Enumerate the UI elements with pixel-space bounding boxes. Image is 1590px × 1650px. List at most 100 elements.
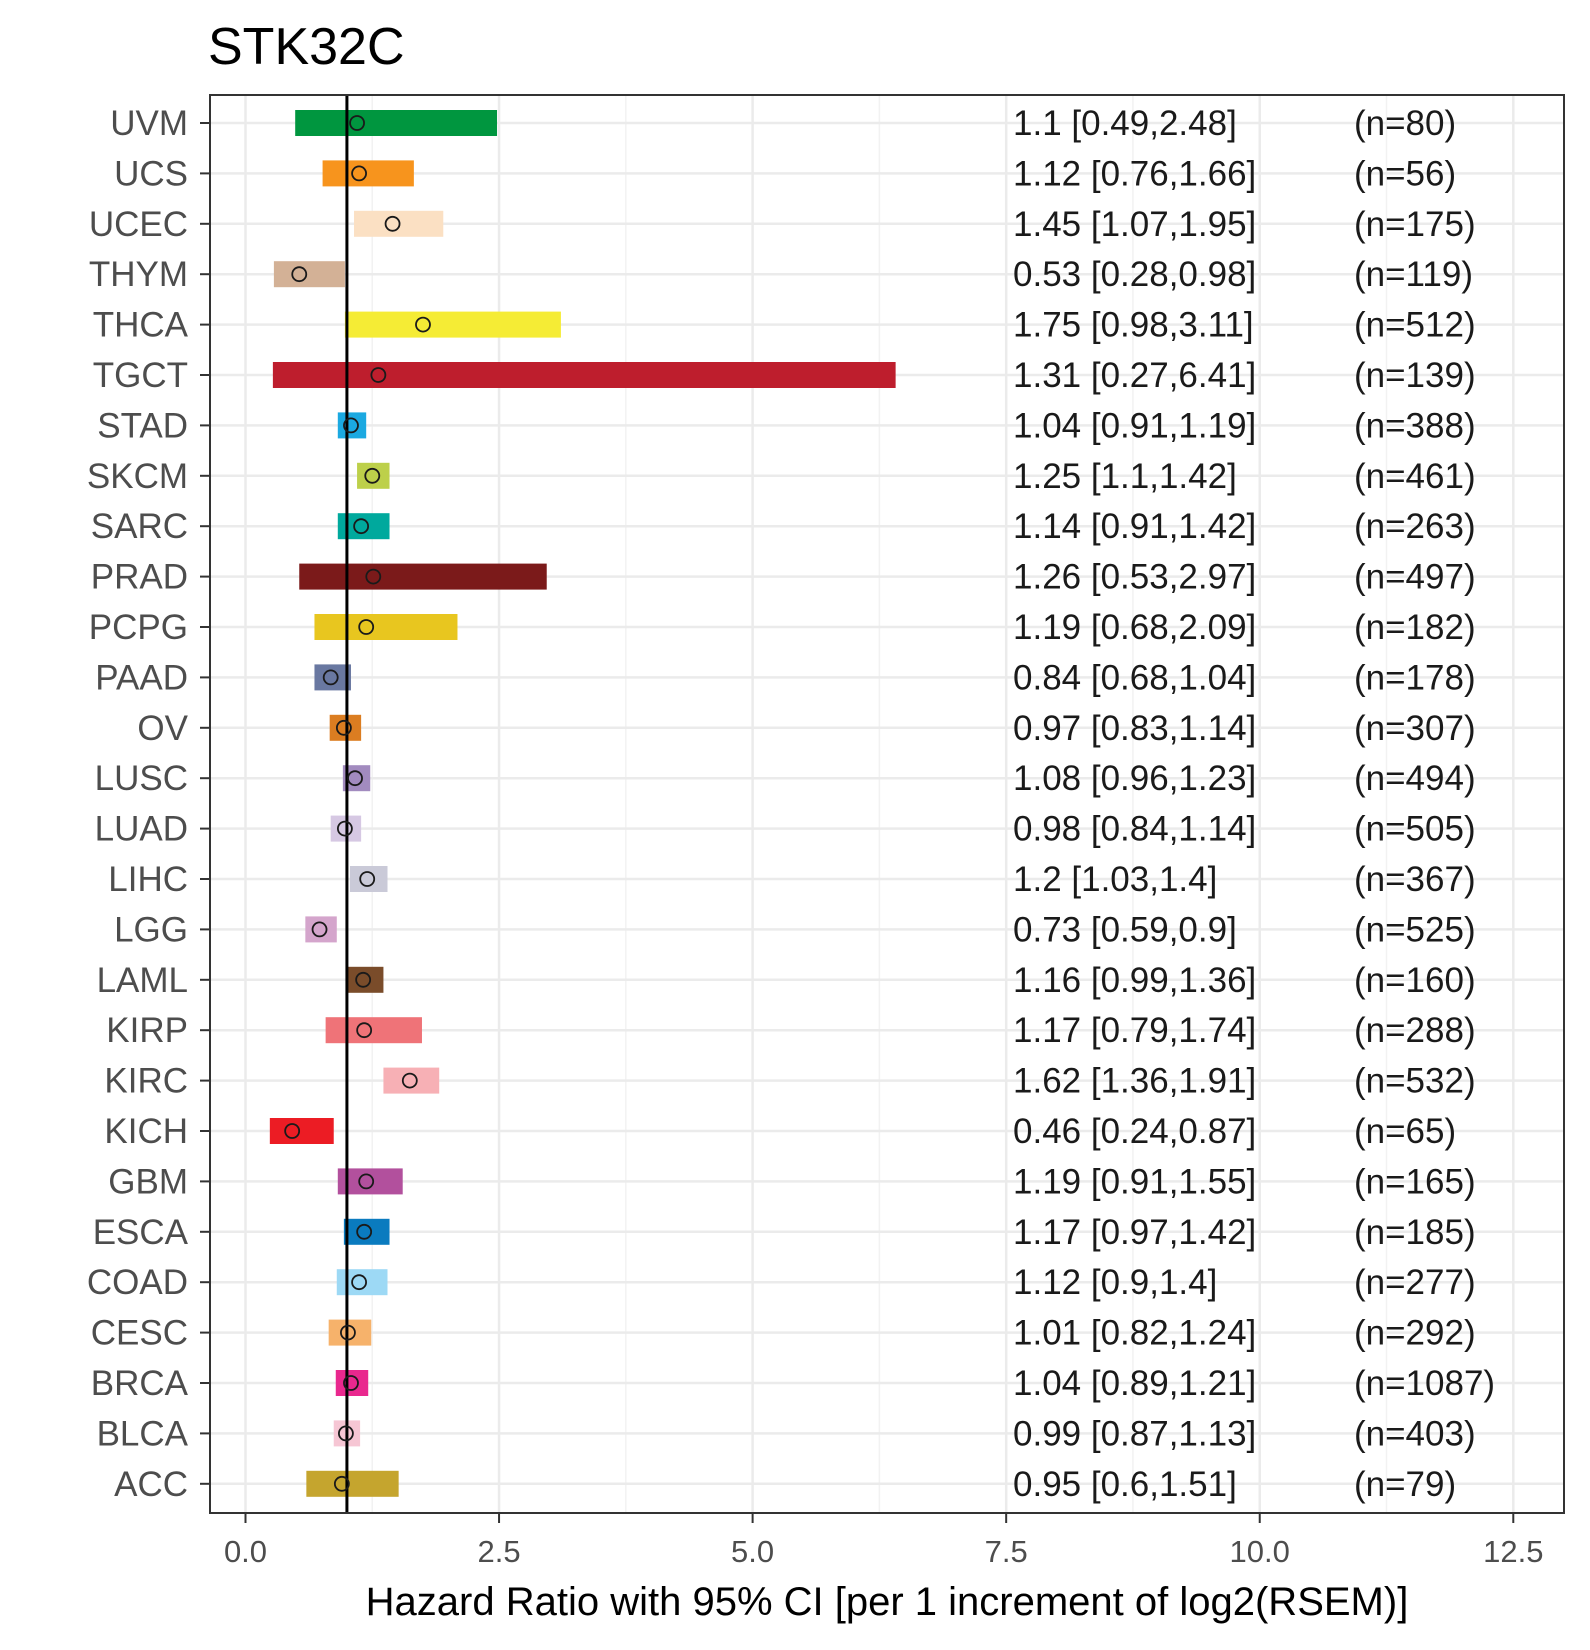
ci-bar-tgct: [272, 362, 896, 388]
ci-bar-pcpg: [314, 614, 458, 640]
y-label-skcm: SKCM: [87, 457, 188, 496]
y-label-prad: PRAD: [91, 558, 188, 597]
point-ucec: [384, 215, 401, 232]
n-text-brca: (n=1087): [1354, 1364, 1495, 1403]
point-lgg: [311, 921, 328, 938]
y-label-luad: LUAD: [95, 810, 188, 849]
panel-border: [209, 94, 1565, 1514]
grid-lines: [210, 95, 1564, 1513]
n-text-cesc: (n=292): [1354, 1314, 1476, 1353]
n-text-gbm: (n=165): [1354, 1162, 1476, 1201]
n-text-paad: (n=178): [1354, 658, 1476, 697]
ci-text-ov: 0.97 [0.83,1.14]: [1013, 709, 1256, 748]
point-acc: [333, 1475, 350, 1492]
y-label-kich: KICH: [104, 1112, 188, 1151]
ci-text-esca: 1.17 [0.97,1.42]: [1013, 1213, 1256, 1252]
ci-text-kirp: 1.17 [0.79,1.74]: [1013, 1011, 1256, 1050]
point-kirc: [401, 1072, 418, 1089]
ci-bar-ucec: [354, 210, 444, 237]
y-label-coad: COAD: [87, 1263, 188, 1302]
ci-bar-lgg: [305, 916, 337, 943]
point-ov: [335, 719, 352, 736]
point-prad: [365, 568, 382, 585]
ci-text-coad: 1.12 [0.9,1.4]: [1013, 1263, 1217, 1302]
ci-bar-stad: [337, 412, 367, 439]
n-text-ov: (n=307): [1354, 709, 1476, 748]
n-text-stad: (n=388): [1354, 406, 1476, 445]
x-tick-label: 12.5: [1483, 1534, 1543, 1569]
ci-bar-ucs: [322, 160, 414, 187]
ci-bar-uvm: [295, 110, 498, 136]
ci-text-stad: 1.04 [0.91,1.19]: [1013, 406, 1256, 445]
y-label-blca: BLCA: [97, 1414, 189, 1453]
x-tick-label: 0.0: [224, 1534, 267, 1569]
y-label-sarc: SARC: [91, 507, 188, 546]
y-label-ucs: UCS: [114, 154, 188, 193]
ci-bar-kirc: [383, 1067, 440, 1094]
point-gbm: [358, 1173, 375, 1190]
ci-text-thym: 0.53 [0.28,0.98]: [1013, 255, 1256, 294]
y-label-kirc: KIRC: [104, 1062, 188, 1101]
y-label-lihc: LIHC: [108, 860, 188, 899]
n-text-kich: (n=65): [1354, 1112, 1456, 1151]
point-cesc: [340, 1324, 356, 1341]
ci-text-lihc: 1.2 [1.03,1.4]: [1013, 860, 1217, 899]
row-annotations: 1.1 [0.49,2.48] (n=80) 1.12 [0.76,1.66] (n=…: [1013, 104, 1495, 1504]
ci-text-brca: 1.04 [0.89,1.21]: [1013, 1364, 1256, 1403]
y-label-uvm: UVM: [110, 104, 188, 143]
n-text-kirp: (n=288): [1354, 1011, 1476, 1050]
n-text-pcpg: (n=182): [1354, 608, 1476, 647]
n-text-ucs: (n=56): [1354, 154, 1456, 193]
ci-text-acc: 0.95 [0.6,1.51]: [1013, 1465, 1237, 1504]
point-kirp: [356, 1022, 373, 1039]
ci-bar-thym: [273, 261, 345, 288]
ci-bar-cesc: [328, 1319, 372, 1346]
point-paad: [322, 669, 339, 686]
point-kich: [284, 1123, 301, 1139]
ci-text-pcpg: 1.19 [0.68,2.09]: [1013, 608, 1256, 647]
y-label-tgct: TGCT: [93, 356, 188, 395]
ci-text-uvm: 1.1 [0.49,2.48]: [1013, 104, 1237, 143]
ci-bar-paad: [314, 664, 351, 691]
point-estimates: [284, 115, 431, 1492]
n-text-blca: (n=403): [1354, 1414, 1476, 1453]
y-label-ucec: UCEC: [89, 205, 188, 244]
n-text-tgct: (n=139): [1354, 356, 1476, 395]
ci-bar-laml: [345, 966, 384, 993]
n-text-laml: (n=160): [1354, 961, 1476, 1000]
y-label-lgg: LGG: [114, 910, 188, 949]
ci-bar-esca: [343, 1218, 390, 1245]
n-text-uvm: (n=80): [1354, 104, 1456, 143]
ci-bar-thca: [344, 311, 561, 338]
y-label-esca: ESCA: [93, 1213, 189, 1252]
ci-text-skcm: 1.25 [1.1,1.42]: [1013, 457, 1237, 496]
ci-text-sarc: 1.14 [0.91,1.42]: [1013, 507, 1256, 546]
y-label-thca: THCA: [93, 306, 189, 345]
ci-bar-gbm: [337, 1168, 403, 1195]
ci-bar-skcm: [357, 462, 390, 489]
n-text-lusc: (n=494): [1354, 759, 1476, 798]
ci-text-lusc: 1.08 [0.96,1.23]: [1013, 759, 1256, 798]
y-label-cesc: CESC: [91, 1314, 188, 1353]
point-thym: [291, 266, 308, 283]
ci-bars: [269, 110, 896, 1497]
n-text-lgg: (n=525): [1354, 910, 1476, 949]
y-label-gbm: GBM: [108, 1162, 188, 1201]
point-esca: [356, 1223, 373, 1240]
y-label-paad: PAAD: [95, 658, 188, 697]
ci-text-lgg: 0.73 [0.59,0.9]: [1013, 910, 1237, 949]
ci-text-luad: 0.98 [0.84,1.14]: [1013, 810, 1256, 849]
ci-text-prad: 1.26 [0.53,2.97]: [1013, 558, 1256, 597]
x-tick-label: 2.5: [478, 1534, 521, 1569]
ci-text-kich: 0.46 [0.24,0.87]: [1013, 1112, 1256, 1151]
ci-text-laml: 1.16 [0.99,1.36]: [1013, 961, 1256, 1000]
ci-bar-acc: [306, 1470, 399, 1497]
n-text-ucec: (n=175): [1354, 205, 1476, 244]
ci-text-blca: 0.99 [0.87,1.13]: [1013, 1414, 1256, 1453]
y-label-pcpg: PCPG: [89, 608, 188, 647]
ci-text-kirc: 1.62 [1.36,1.91]: [1013, 1062, 1256, 1101]
point-sarc: [353, 518, 370, 535]
n-text-acc: (n=79): [1354, 1465, 1456, 1504]
y-axis: UVM UCS UCEC THYM THCA TGCT STAD SKCM SARC PRAD PC…: [87, 104, 210, 1504]
